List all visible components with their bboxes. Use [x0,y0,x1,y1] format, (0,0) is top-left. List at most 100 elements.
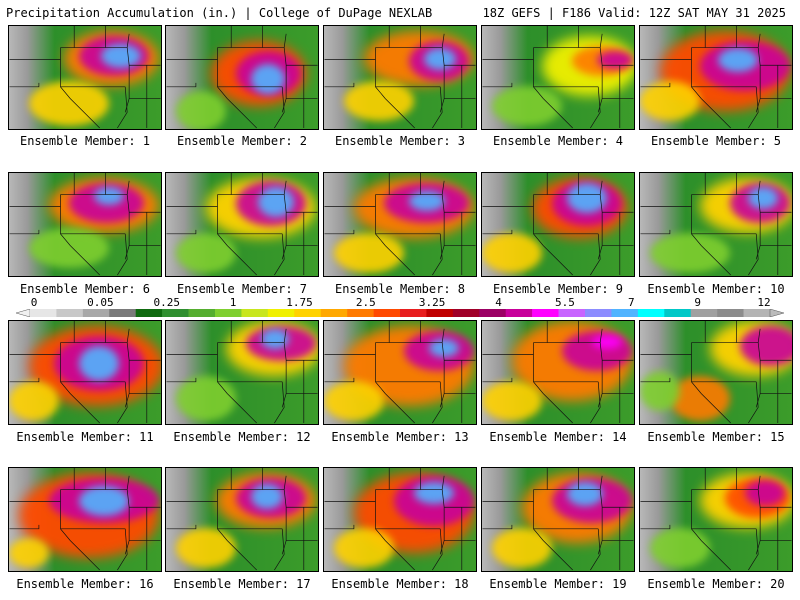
state-borders [640,468,792,571]
colorbar-tick-label: 1.75 [286,296,313,309]
state-borders [9,468,161,571]
colorbar-scale [16,309,784,317]
colorbar-tick-label: 0.05 [87,296,114,309]
state-borders [640,173,792,276]
precip-area [482,381,542,421]
precip-area [592,335,622,349]
precip-area [324,381,384,421]
colorbar-segment [162,309,189,317]
member-label: Ensemble Member: 6 [19,282,151,296]
border-line [324,26,476,129]
colorbar-segment [637,309,665,317]
precip-area [176,376,236,421]
colorbar-segment [56,309,84,317]
precip-area [176,91,226,129]
member-label: Ensemble Member: 17 [173,577,311,591]
colorbar-segment [320,309,348,317]
colorbar-segment [215,309,242,317]
state-borders [9,173,161,276]
precip-area [650,528,710,568]
state-borders [324,173,476,276]
precip-area [261,329,289,349]
border-line [166,501,285,571]
border-line [640,26,792,129]
state-borders [640,321,792,424]
precip-area [748,187,778,209]
precip-area [670,376,730,421]
precip-area [176,528,236,568]
member-label: Ensemble Member: 2 [176,134,308,148]
colorbar-segment [452,309,480,317]
colorbar-segment [717,309,744,317]
precip-area [429,339,459,357]
ensemble-map-10 [639,172,793,277]
colorbar-tick-label: 4 [495,296,502,309]
member-label: Ensemble Member: 7 [176,282,308,296]
member-label: Ensemble Member: 1 [19,134,151,148]
border-line [324,206,443,276]
member-label: Ensemble Member: 5 [650,134,782,148]
precip-area [79,486,129,516]
colorbar-segment [505,309,533,317]
state-borders [482,173,634,276]
state-borders [166,26,318,129]
precip-area [597,51,633,69]
state-borders [482,468,634,571]
colorbar-segment [743,309,771,317]
member-label: Ensemble Member: 9 [492,282,624,296]
colorbar-segment [585,309,612,317]
border-line [482,26,634,129]
member-label: Ensemble Member: 12 [173,430,311,444]
colorbar-tick-label: 1 [229,296,237,309]
precip-area [409,191,445,211]
colorbar-segment [479,309,507,317]
ensemble-map-7 [165,172,319,277]
colorbar-segment [611,309,639,317]
border-line [166,321,318,424]
precip-area [718,48,758,72]
colorbar-segment [294,309,322,317]
ensemble-map-16 [8,467,162,572]
state-borders [324,468,476,571]
ensemble-map-8 [323,172,477,277]
member-label: Ensemble Member: 19 [489,577,627,591]
precip-area [740,326,792,366]
precip-area [344,81,414,121]
colorbar-segment [400,309,427,317]
precip-area [424,48,456,70]
border-line [482,468,634,571]
map-title: Precipitation Accumulation (in.) | Colle… [6,6,433,20]
ensemble-map-14 [481,320,635,425]
border-line [640,321,792,424]
colorbar-segment [558,309,586,317]
ensemble-map-18 [323,467,477,572]
state-borders [166,468,318,571]
colorbar-segment [241,309,269,317]
state-borders [166,173,318,276]
border-line [324,354,443,424]
border-line [640,173,792,276]
precip-area [29,81,109,126]
ensemble-map-11 [8,320,162,425]
precip-area [94,187,124,205]
ensemble-map-5 [639,25,793,130]
colorbar-tick-label: 9 [694,296,701,309]
colorbar-segment [373,309,401,317]
ensemble-map-9 [481,172,635,277]
precip-area [567,482,603,506]
colorbar-tick-label: 2.5 [355,296,376,309]
state-borders [324,26,476,129]
colorbar-tick-label: 5.5 [554,296,575,309]
ensemble-map-12 [165,320,319,425]
precip-area [640,371,680,411]
border-line [166,468,318,571]
precip-area [29,228,109,268]
border-line [482,173,634,276]
member-label: Ensemble Member: 4 [492,134,624,148]
colorbar: 0 0.05 0.25 1 1.75 2.5 3.25 4 5.5 7 9 12 [0,296,800,320]
border-line [482,321,634,424]
precip-area [745,480,785,506]
member-label: Ensemble Member: 20 [647,577,785,591]
precip-area [640,81,700,121]
border-line [482,59,601,129]
